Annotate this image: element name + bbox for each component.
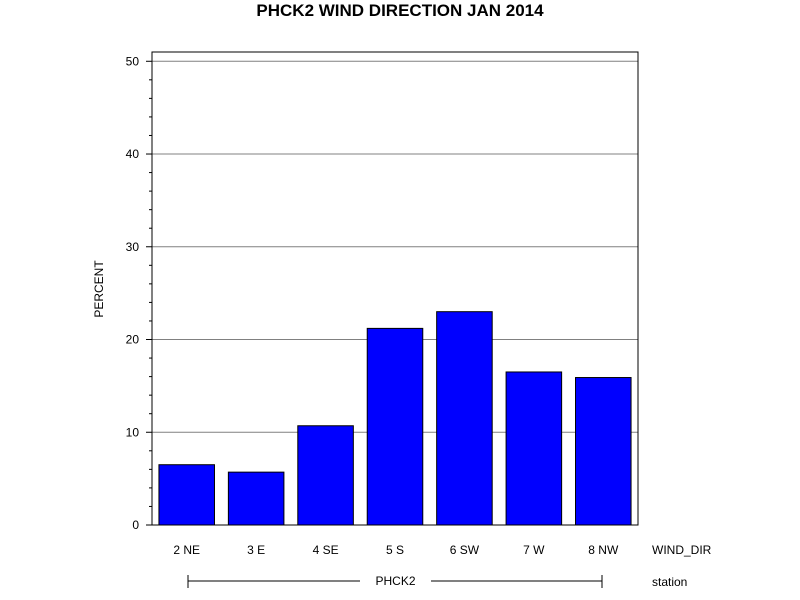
y-axis: 0 10 20 30 40 50 [126,54,152,532]
plot-frame [151,51,639,526]
y-tick-label: 0 [132,518,139,532]
chart-title: PHCK2 WIND DIRECTION JAN 2014 [256,1,544,20]
bars [158,311,632,526]
x-tick-label: 6 SW [450,543,480,557]
bar [366,327,424,526]
x-tick-label: 5 S [386,543,404,557]
x-tick-label: 4 SE [313,543,339,557]
y-tick-label: 20 [126,333,140,347]
bar [158,464,215,526]
x-tick-label: 3 E [247,543,265,557]
y-tick-label: 40 [126,147,140,161]
x-tick-label: 2 NE [173,543,200,557]
y-tick-label: 30 [126,240,140,254]
bar [505,371,563,526]
y-axis-title: PERCENT [92,260,106,318]
bar [227,471,285,526]
bar [297,425,354,526]
x-tick-label: 8 NW [588,543,619,557]
x-tick-label: 7 W [523,543,545,557]
station-axis-title: station [652,575,687,589]
y-tick-label: 10 [126,425,140,439]
x-axis-title: WIND_DIR [652,543,712,557]
station-group-name: PHCK2 [375,574,415,588]
station-group-bracket [187,575,603,588]
bar [436,311,493,526]
y-tick-label: 50 [126,54,140,68]
bar [575,377,632,526]
x-axis: 2 NE 3 E 4 SE 5 S 6 SW 7 W 8 NW [173,543,619,557]
